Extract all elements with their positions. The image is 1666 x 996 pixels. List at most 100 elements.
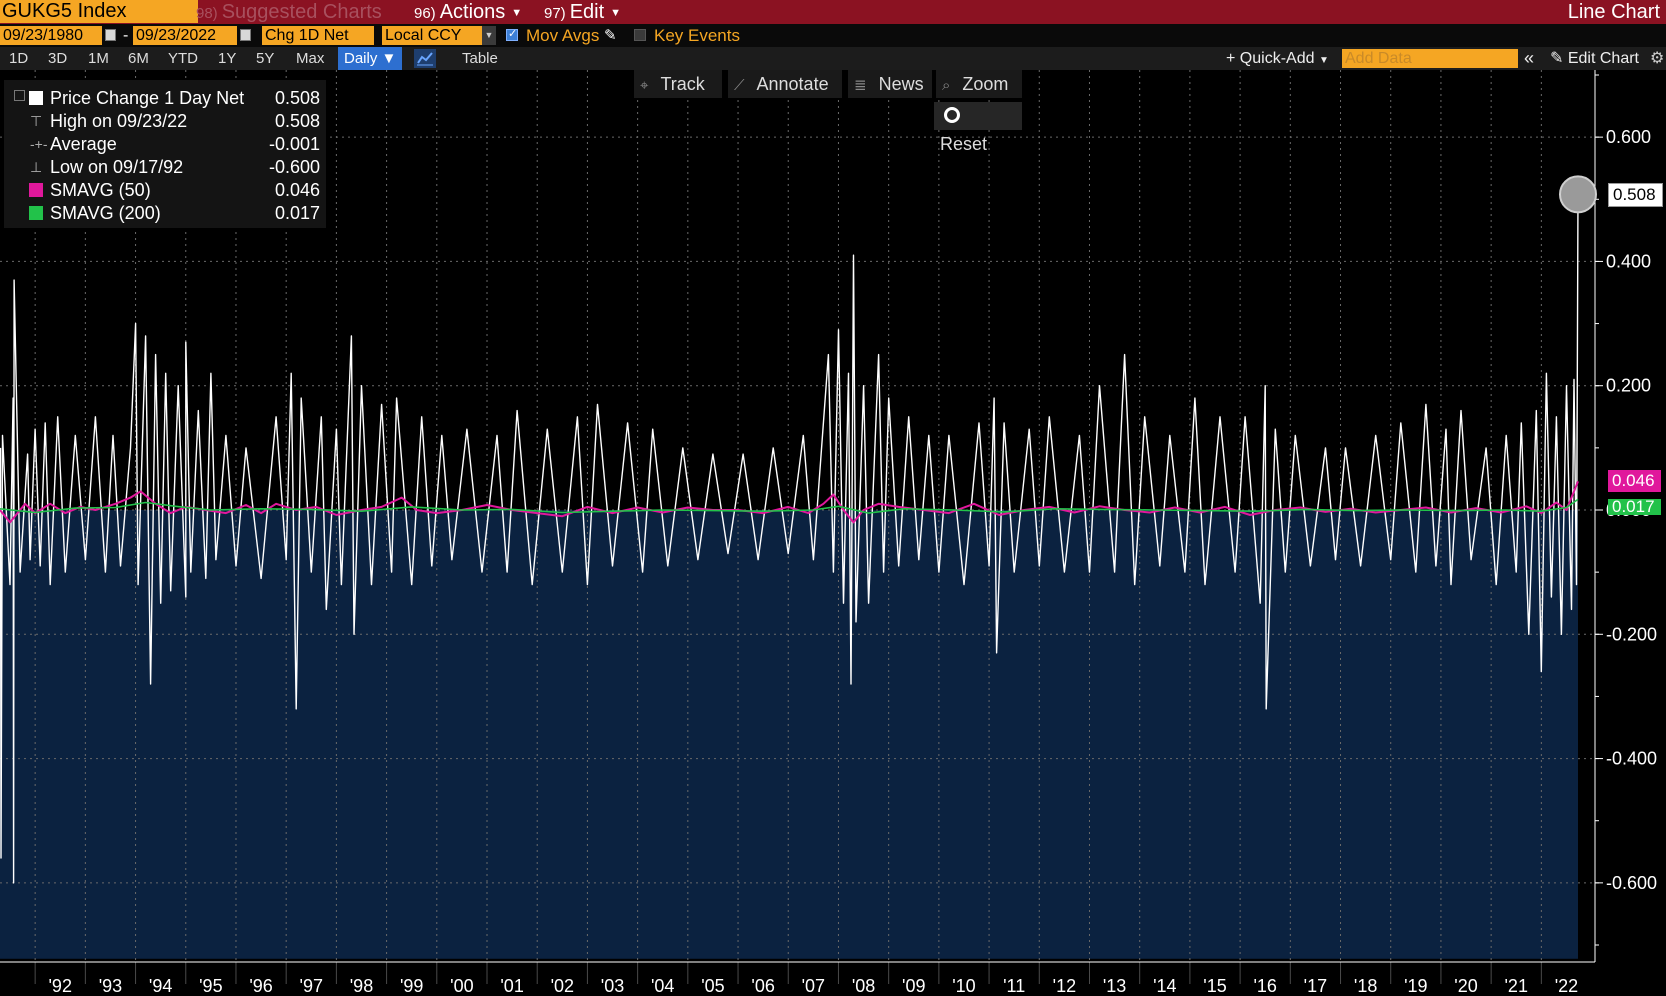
edit-label: Edit [569,1,605,23]
key-events-checkbox[interactable] [634,29,646,41]
edit-chart-button[interactable]: ✎ Edit Chart [1550,47,1639,70]
date-range-separator: - [123,27,129,44]
title-bar: GUKG5 Index 98) Suggested Charts 96) Actio… [0,0,1666,24]
magnifier-icon: ⌕ [942,77,951,94]
x-tick-label: '96 [249,976,272,996]
zoom-button[interactable]: ⌕ Zoom [936,70,1022,98]
pen-icon: ⟋ [734,77,745,94]
period-bar: 1D 3D 1M 6M YTD 1Y 5Y Max Daily ▼ Table … [0,47,1666,70]
x-tick-label: '13 [1103,976,1126,996]
x-tick-label: '16 [1253,976,1276,996]
suggested-charts-button[interactable]: 98) Suggested Charts [196,0,382,24]
period-1m-button[interactable]: 1M [88,50,109,67]
legend-high[interactable]: ⊤ High on 09/23/22 0.508 [4,110,326,132]
table-button[interactable]: Table [462,50,498,67]
legend-value: 0.508 [274,111,320,131]
legend-value: -0.600 [268,157,320,177]
chevron-down-icon[interactable]: ▼ [482,26,496,45]
reset-button[interactable]: Reset [934,102,1022,154]
pencil-icon[interactable]: ✎ [604,27,617,44]
line-chart-icon[interactable] [414,49,436,68]
x-tick-label: '00 [450,976,473,996]
chevron-down-icon: ▼ [1318,55,1329,66]
period-6m-button[interactable]: 6M [128,50,149,67]
field-select[interactable]: Chg 1D Net [262,26,374,45]
x-tick-label: '17 [1304,976,1327,996]
legend-name: High on 09/23/22 [50,111,188,131]
legend-average[interactable]: -+- Average -0.001 [4,133,326,155]
chevron-down-icon: ▼ [511,7,523,19]
edit-menu-button[interactable]: 97) Edit ▼ [544,0,621,24]
start-date-input[interactable]: 09/23/1980 [0,26,102,45]
y-tick-label: -0.200 [1606,624,1657,644]
period-3d-button[interactable]: 3D [48,50,68,67]
period-1d-button[interactable]: 1D [9,50,29,67]
series-layer [0,194,1579,884]
legend-name: SMAVG (200) [50,203,161,223]
annotate-button[interactable]: ⟋ Annotate [728,70,842,98]
chevron-down-icon: ▼ [381,50,397,67]
legend-name: Low on 09/17/92 [50,157,184,177]
low-marker-icon: ⊥ [30,159,43,175]
average-marker-icon: -+- [30,136,48,152]
calendar-icon[interactable] [240,29,251,41]
legend-name: SMAVG (50) [50,180,151,200]
legend-value: 0.508 [274,88,320,108]
x-tick-label: '19 [1404,976,1427,996]
news-icon: ≣ [854,77,867,94]
currency-select[interactable]: Local CCY [382,26,482,45]
legend-value: -0.001 [268,134,320,154]
legend-low[interactable]: ⊥ Low on 09/17/92 -0.600 [4,156,326,178]
legend-value: 0.046 [274,180,320,200]
track-button[interactable]: ⌖ Track [634,70,722,98]
x-tick-label: '05 [701,976,724,996]
x-tick-label: '11 [1003,976,1025,996]
quick-add-button[interactable]: + Quick-Add ▼ [1226,47,1329,70]
price-change-line [0,194,1579,884]
y-tick-label: 0.600 [1606,127,1651,147]
legend-main-series[interactable]: Price Change 1 Day Net 0.508 [4,87,326,109]
collapse-toggle-icon[interactable] [14,90,25,101]
x-tick-label: '07 [802,976,825,996]
calendar-icon[interactable] [105,29,116,41]
security-ticker-field[interactable]: GUKG5 Index [0,0,198,23]
period-5y-button[interactable]: 5Y [256,50,275,67]
frequency-label: Daily [344,50,378,67]
period-max-button[interactable]: Max [296,50,325,67]
mov-avgs-checkbox[interactable] [506,27,518,41]
legend-swatch [29,206,43,220]
zoom-label: Zoom [962,74,1009,94]
x-tick-label: '94 [149,976,172,996]
negative-region-fill [0,510,1578,959]
x-tick-label: '10 [952,976,975,996]
period-ytd-button[interactable]: YTD [168,50,198,67]
actions-menu-button[interactable]: 96) Actions ▼ [414,0,522,24]
legend-sma200[interactable]: SMAVG (200) 0.017 [4,202,326,224]
frequency-dropdown[interactable]: Daily ▼ [338,47,403,70]
crosshair-icon: ⌖ [640,77,649,94]
gear-icon[interactable]: ⚙ [1650,50,1665,67]
chart-settings-bar: 09/23/1980 - 09/23/2022 Chg 1D Net Local… [0,24,1666,47]
add-data-input[interactable]: Add Data [1342,49,1518,68]
x-tick-label: '92 [49,976,72,996]
x-tick-label: '20 [1454,976,1477,996]
plus-icon: + [1226,50,1236,67]
reset-icon [944,107,960,123]
axis-layer: 0.6000.4000.2000.000-0.200-0.400-0.600'9… [0,70,1657,996]
x-tick-label: '93 [99,976,122,996]
collapse-icon[interactable]: « [1524,48,1535,68]
y-tick-label: 0.200 [1606,376,1651,396]
reset-label: Reset [940,134,988,154]
last-value-marker[interactable] [1559,175,1597,214]
legend-sma50[interactable]: SMAVG (50) 0.046 [4,179,326,201]
suggested-charts-number: 98) [196,5,218,22]
legend-name: Price Change 1 Day Net [50,88,245,108]
sma50-value-badge: 0.046 [1608,470,1661,493]
end-date-input[interactable]: 09/23/2022 [133,26,237,45]
legend-name: Average [50,134,117,154]
edit-chart-label: Edit Chart [1567,50,1639,67]
news-label: News [878,74,924,94]
news-button[interactable]: ≣ News [848,70,932,98]
y-tick-label: 0.400 [1606,251,1651,271]
period-1y-button[interactable]: 1Y [218,50,237,67]
